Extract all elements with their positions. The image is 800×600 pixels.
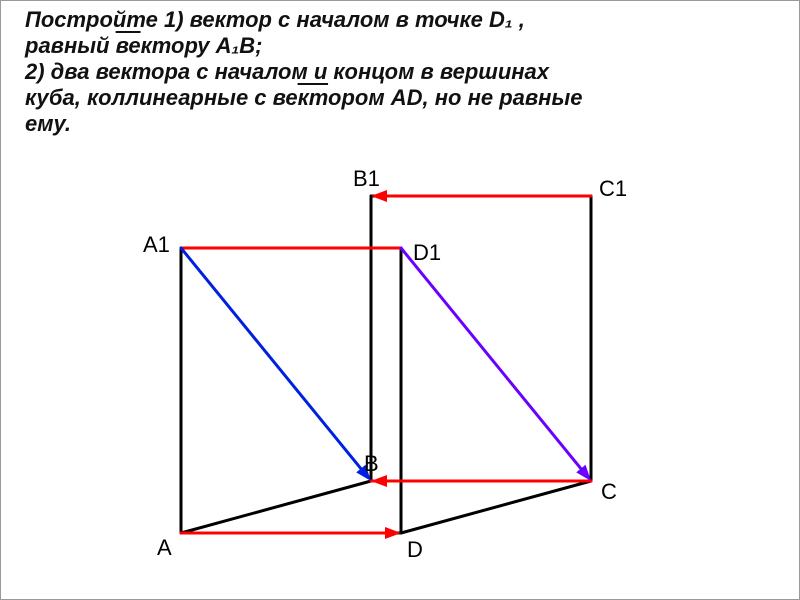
vector-C-B-head: [371, 475, 387, 487]
problem-line-4: ему.: [25, 111, 765, 137]
page-container: { "problem": { "fontsize_px": 22, "line_…: [0, 0, 800, 600]
problem-line-3: куба, коллинеарные с вектором AD, но не …: [25, 85, 765, 111]
cube-svg: [101, 163, 701, 583]
problem-line-1: равный вектору A₁B;: [25, 33, 765, 59]
problem-line-2: 2) два вектора с началом и концом в верш…: [25, 59, 765, 85]
vector-A1-B: [181, 248, 365, 474]
edge-C-D: [401, 481, 591, 533]
vector-A-D-head: [385, 527, 401, 539]
problem-text: Постройте 1) вектор с началом в точке D₁…: [25, 7, 765, 137]
problem-line-0: Постройте 1) вектор с началом в точке D₁…: [25, 7, 765, 33]
cube-diagram: ABCDA1B1C1D1: [101, 163, 701, 583]
vector-C1-B1-head: [371, 190, 387, 202]
edge-A-B: [181, 481, 371, 533]
vector-D1-C: [401, 248, 585, 474]
